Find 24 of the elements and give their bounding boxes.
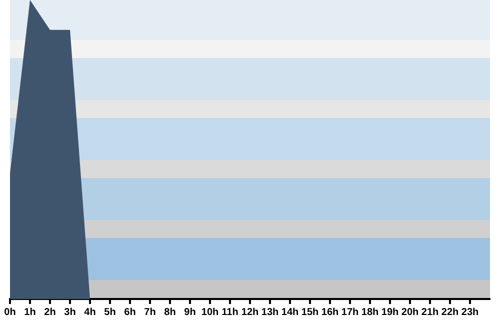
- x-tick-label: 6h: [124, 306, 136, 318]
- x-tick-label: 11h: [222, 306, 238, 318]
- x-tick-label: 10h: [201, 306, 219, 318]
- x-tick-label: 0h: [4, 306, 16, 318]
- x-tick-label: 1h: [24, 306, 36, 318]
- x-tick-label: 4h: [84, 306, 96, 318]
- x-tick-label: 21h: [421, 306, 439, 318]
- x-tick-label: 18h: [361, 306, 379, 318]
- x-tick-label: 22h: [441, 306, 459, 318]
- x-tick-label: 13h: [261, 306, 279, 318]
- x-tick-label: 16h: [321, 306, 339, 318]
- x-tick-label: 17h: [341, 306, 359, 318]
- x-tick-label: 14h: [281, 306, 299, 318]
- x-tick-label: 5h: [104, 306, 116, 318]
- x-tick-label: 9h: [184, 306, 196, 318]
- x-tick-label: 15h: [301, 306, 319, 318]
- x-tick-label: 3h: [64, 306, 76, 318]
- x-tick-label: 8h: [164, 306, 176, 318]
- x-tick-label: 23h: [461, 306, 479, 318]
- x-tick-label: 19h: [381, 306, 399, 318]
- x-tick-label: 2h: [44, 306, 56, 318]
- x-tick-label: 12h: [241, 306, 259, 318]
- x-tick-label: 7h: [144, 306, 156, 318]
- x-tick-label: 20h: [401, 306, 419, 318]
